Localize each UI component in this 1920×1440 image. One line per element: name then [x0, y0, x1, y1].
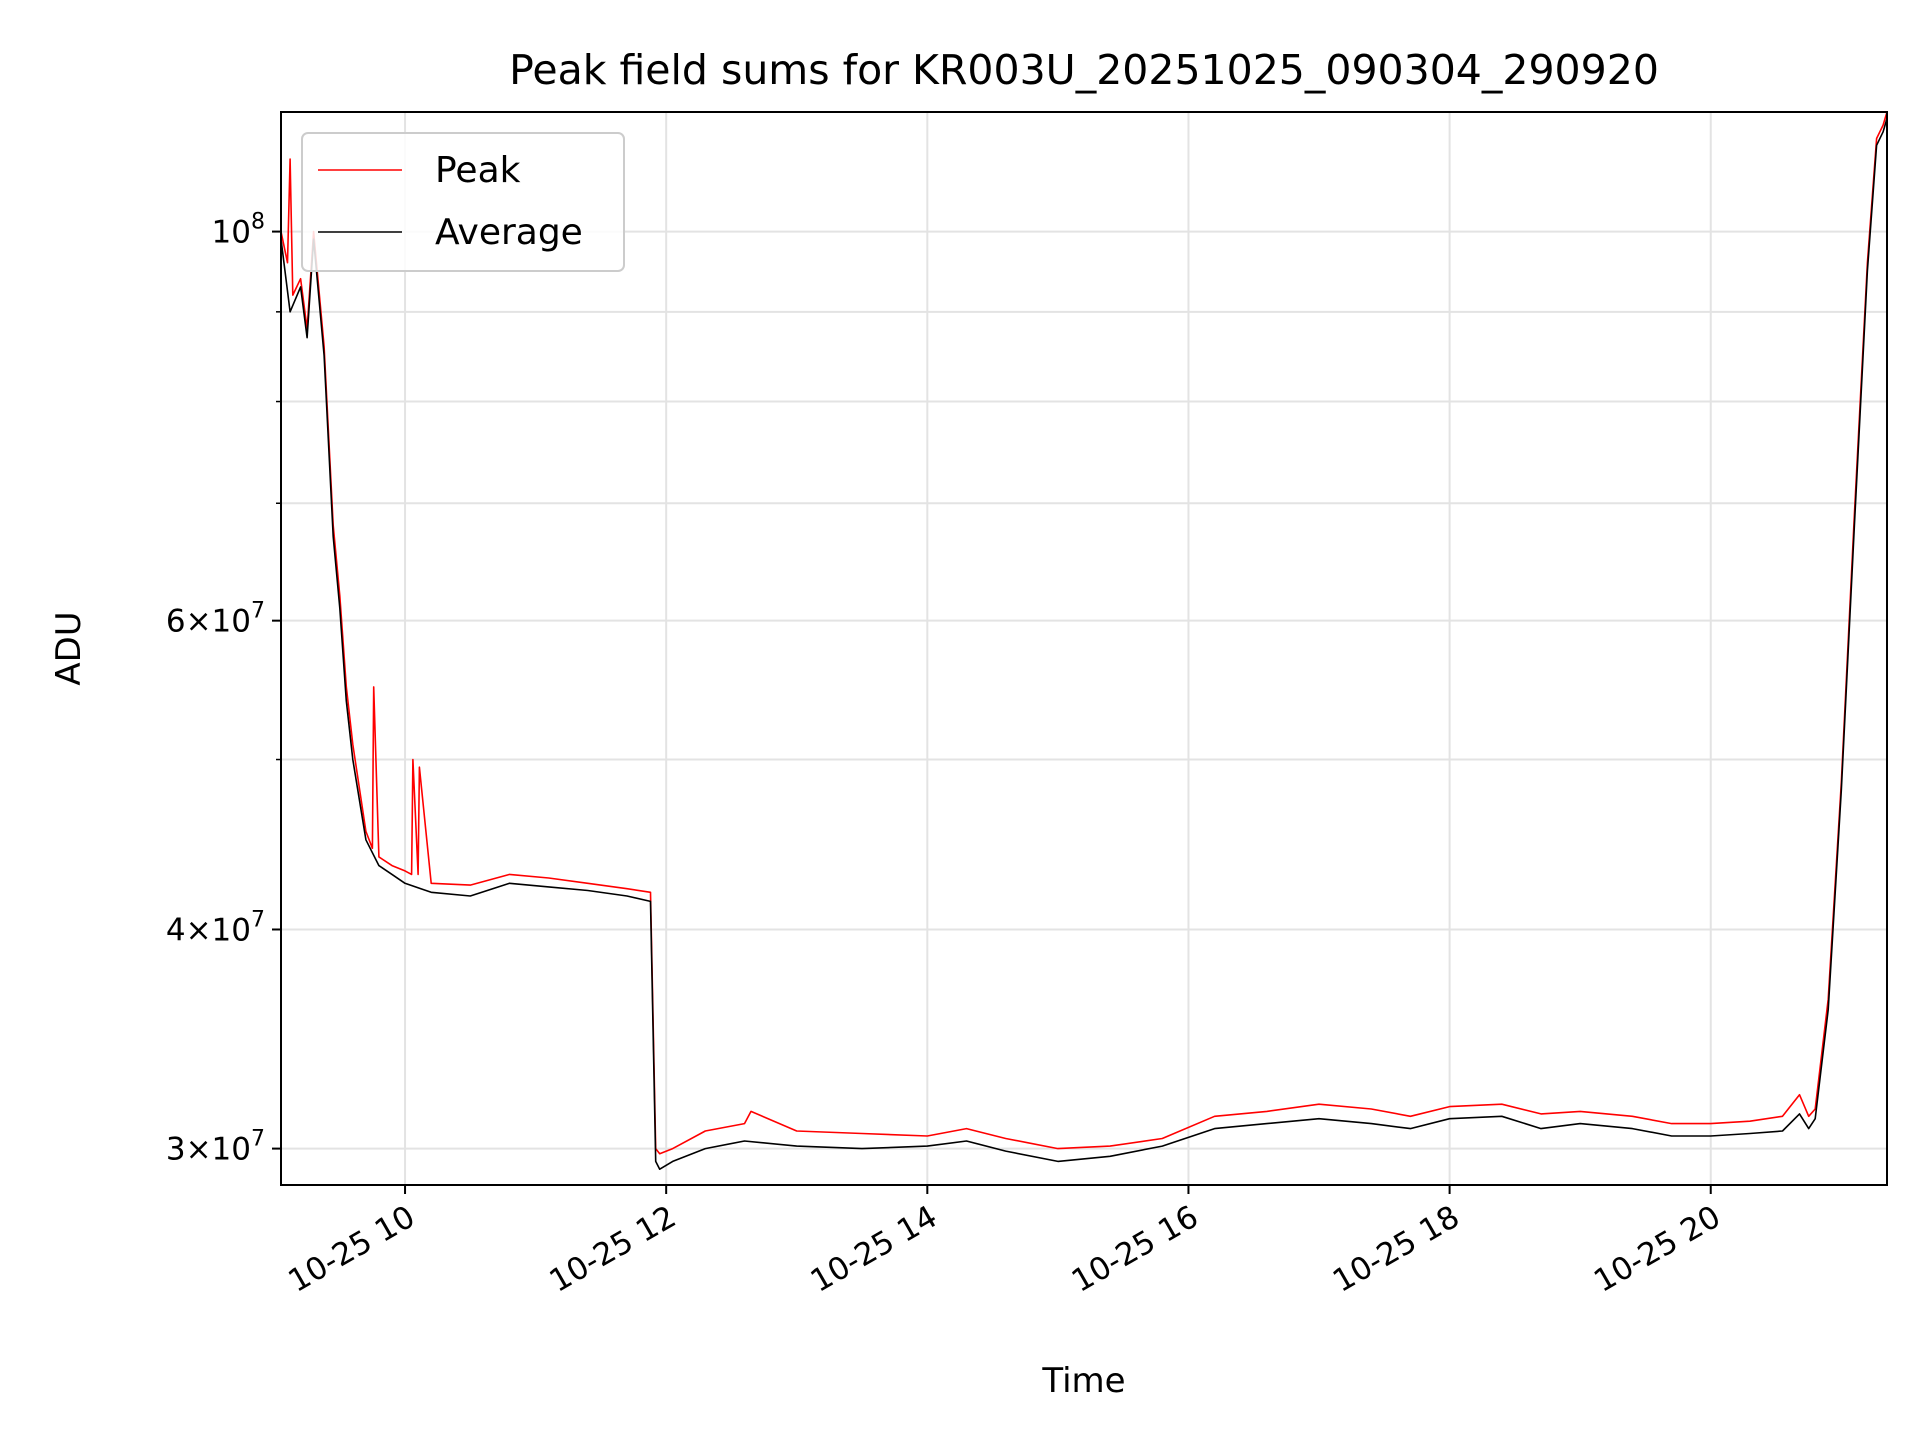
y-tick-label: 3×107 [166, 1127, 265, 1168]
grid-layer [281, 112, 1887, 1185]
y-tick-label: 4×107 [166, 907, 265, 948]
series-line-average [280, 118, 1888, 1170]
x-axis-label: Time [1041, 1361, 1125, 1401]
y-axis-label: ADU [49, 611, 89, 685]
legend-box [301, 132, 625, 272]
y-tick-label: 108 [212, 210, 265, 251]
plot-frame [280, 111, 1888, 1186]
series-layer [280, 111, 1888, 1170]
chart-title: Peak field sums for KR003U_20251025_0903… [509, 46, 1659, 94]
y-tick-label: 6×107 [166, 599, 265, 640]
legend-label-average: Average [435, 212, 583, 253]
legend: Peak Average [301, 132, 625, 272]
series-line-peak [280, 111, 1888, 1155]
legend-label-peak: Peak [435, 150, 521, 191]
